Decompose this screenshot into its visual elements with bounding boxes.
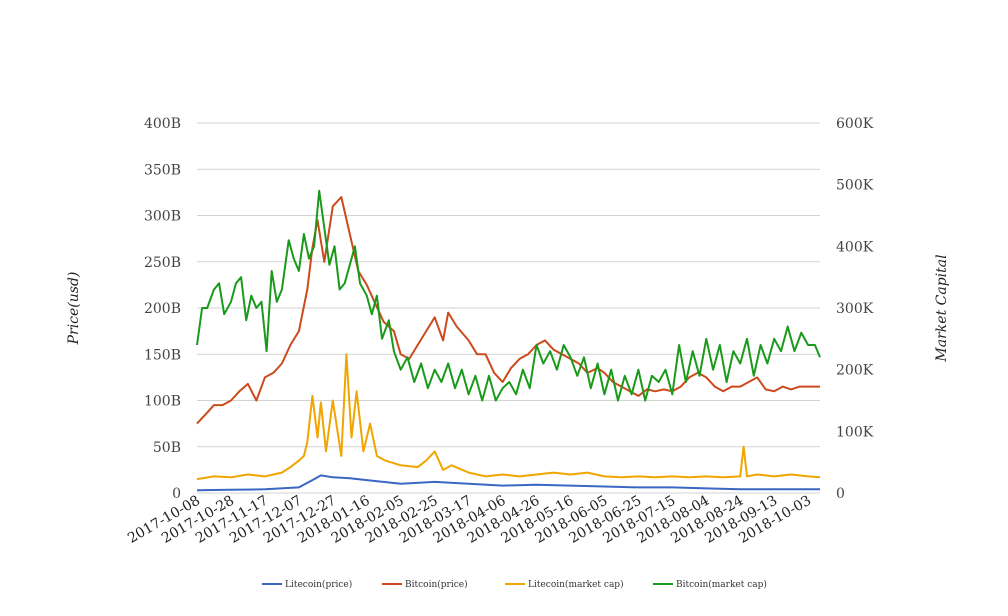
right-tick-label: 200K [836,363,874,379]
right-tick-label: 400K [836,239,874,255]
series-lines [196,189,821,492]
right-tick-label: 500K [836,178,874,194]
left-tick-label: 50B [153,440,181,456]
left-tick-label: 200B [144,301,181,317]
series-line-1 [196,196,820,425]
legend-label: Litecoin(price) [285,579,352,590]
right-tick-label: 0 [836,486,845,502]
left-tick-label: 400B [144,116,181,132]
right-axis-title: Market Capital [934,254,950,362]
left-axis-ticks: 0 50B 100B 150B 200B 250B 300B 350B 400B [144,116,181,502]
series-line-2 [196,353,821,481]
right-tick-label: 300K [836,301,874,317]
left-tick-label: 250B [144,255,181,271]
left-tick-label: 150B [144,347,181,363]
left-tick-label: 300B [144,209,181,225]
left-tick-label: 350B [144,162,181,178]
legend-label: Bitcoin(price) [405,579,468,590]
series-line-0 [196,474,820,492]
left-tick-label: 0 [172,486,181,502]
left-axis-title: Price(usd) [66,272,82,346]
legend-label: Litecoin(market cap) [528,579,624,590]
legend: Litecoin(price) Bitcoin(price) Litecoin(ma… [262,579,767,590]
x-axis-ticks: 2017-10-082017-10-282017-11-172017-12-07… [125,493,814,547]
legend-label: Bitcoin(market cap) [676,579,767,590]
series-line-3 [196,189,821,402]
right-axis-ticks: 0 100K 200K 300K 400K 500K 600K [836,116,874,502]
right-tick-label: 100K [836,424,874,440]
right-tick-label: 600K [836,116,874,132]
left-tick-label: 100B [144,394,181,410]
gridlines [197,122,820,494]
